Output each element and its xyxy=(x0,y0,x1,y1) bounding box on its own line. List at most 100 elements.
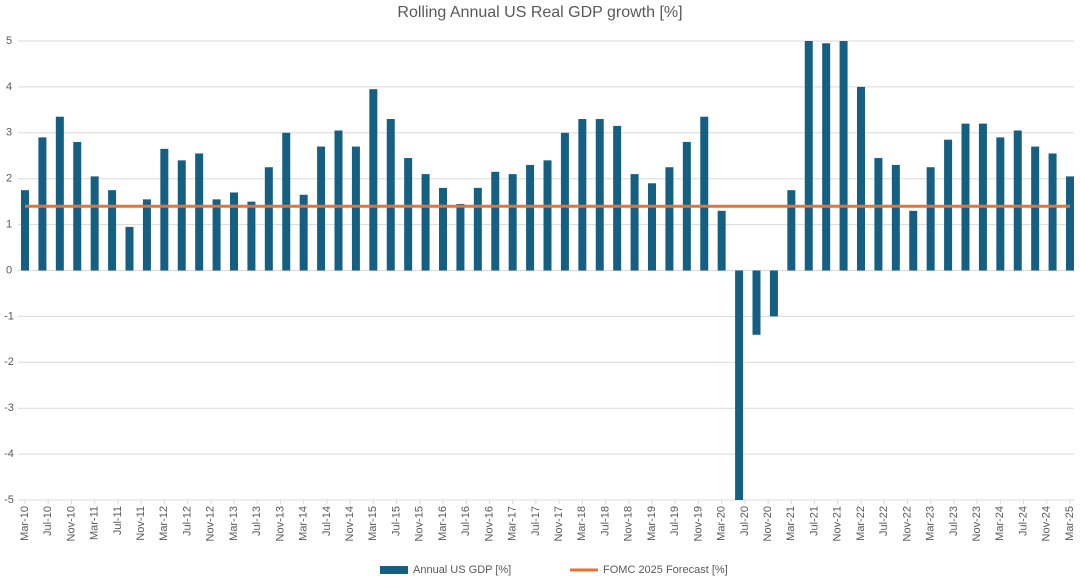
y-tick-label: -2 xyxy=(4,356,14,368)
x-tick-label: Mar-14 xyxy=(298,506,310,541)
x-tick-label: Mar-22 xyxy=(855,506,867,541)
bar xyxy=(787,190,796,271)
x-tick-label: Mar-20 xyxy=(716,506,728,541)
x-tick-label: Jul-11 xyxy=(112,506,124,535)
bar xyxy=(735,270,744,500)
bar xyxy=(264,167,273,271)
bar xyxy=(317,146,326,271)
x-tick-label: Mar-21 xyxy=(785,506,797,541)
y-tick-label: -4 xyxy=(4,448,14,460)
y-tick-label: 0 xyxy=(6,264,12,276)
x-tick-label: Mar-15 xyxy=(367,506,379,541)
bar xyxy=(804,41,813,271)
x-tick-label: Mar-25 xyxy=(1064,506,1076,541)
bar xyxy=(1013,130,1022,271)
bar xyxy=(177,160,186,271)
bar xyxy=(90,176,99,271)
x-tick-label: Mar-16 xyxy=(437,506,449,541)
x-tick-label: Jul-17 xyxy=(530,506,542,536)
bar xyxy=(665,167,674,271)
bar xyxy=(578,119,587,271)
x-tick-label: Jul-16 xyxy=(460,506,472,536)
x-tick-label: Jul-13 xyxy=(251,506,263,536)
y-tick-label: -1 xyxy=(4,310,14,322)
x-tick-label: Jul-14 xyxy=(321,506,333,536)
bar xyxy=(21,190,29,271)
bar xyxy=(630,174,639,271)
bar xyxy=(491,171,500,271)
legend-label: FOMC 2025 Forecast [%] xyxy=(603,564,728,576)
y-tick-label: 5 xyxy=(6,35,12,47)
x-tick-label: Mar-24 xyxy=(994,506,1006,541)
x-tick-label: Jul-22 xyxy=(878,506,890,536)
bar xyxy=(334,130,343,271)
bar xyxy=(508,174,517,271)
y-tick-label: 2 xyxy=(6,173,12,185)
x-tick-label: Nov-10 xyxy=(65,506,77,541)
x-tick-label: Nov-14 xyxy=(344,506,356,541)
x-tick-label: Nov-11 xyxy=(135,506,147,541)
x-tick-label: Nov-19 xyxy=(692,506,704,541)
x-tick-label: Jul-12 xyxy=(181,506,193,536)
bar xyxy=(282,132,291,271)
bar xyxy=(857,86,865,271)
x-tick-label: Jul-20 xyxy=(739,506,751,536)
bar xyxy=(909,210,918,271)
bar xyxy=(473,187,482,271)
bar xyxy=(613,125,622,271)
x-tick-label: Nov-17 xyxy=(553,506,565,541)
bar xyxy=(560,132,569,271)
bar xyxy=(369,89,378,271)
x-tick-label: Nov-24 xyxy=(1041,506,1053,541)
bar xyxy=(38,137,47,271)
bar xyxy=(404,158,413,271)
bar xyxy=(55,116,64,271)
bar xyxy=(1048,153,1057,271)
bar xyxy=(195,153,204,271)
y-tick-label: -3 xyxy=(4,402,14,414)
bar xyxy=(421,174,430,271)
x-tick-label: Nov-16 xyxy=(483,506,495,541)
chart-title: Rolling Annual US Real GDP growth [%] xyxy=(397,4,682,21)
bar xyxy=(543,160,552,271)
bar xyxy=(299,194,308,271)
bar xyxy=(752,270,761,335)
x-tick-label: Nov-20 xyxy=(762,506,774,541)
bar xyxy=(456,203,465,271)
bar xyxy=(595,119,604,271)
x-tick-label: Nov-15 xyxy=(414,506,426,541)
x-tick-label: Mar-13 xyxy=(228,506,240,541)
x-tick-label: Mar-11 xyxy=(89,506,101,540)
bar xyxy=(700,116,709,271)
bar xyxy=(961,123,970,271)
x-tick-label: Nov-13 xyxy=(274,506,286,541)
x-tick-label: Jul-19 xyxy=(669,506,681,536)
bar xyxy=(351,146,360,271)
bar xyxy=(648,183,656,271)
bar xyxy=(874,158,883,271)
x-tick-label: Nov-22 xyxy=(901,506,913,541)
x-tick-label: Mar-23 xyxy=(925,506,937,541)
bar xyxy=(891,164,900,271)
y-tick-label: 1 xyxy=(6,219,12,231)
x-tick-label: Jul-18 xyxy=(599,506,611,536)
bar xyxy=(230,192,238,271)
bar xyxy=(1031,146,1040,271)
bar xyxy=(926,167,935,271)
legend-label: Annual US GDP [%] xyxy=(413,564,511,576)
x-tick-label: Jul-23 xyxy=(948,506,960,536)
bar xyxy=(996,137,1005,271)
bar xyxy=(108,190,117,271)
x-tick-label: Mar-10 xyxy=(19,506,31,541)
legend-swatch xyxy=(380,566,408,574)
bar xyxy=(717,210,726,271)
bar xyxy=(386,119,395,271)
x-tick-label: Jul-24 xyxy=(1017,506,1029,536)
bar xyxy=(526,164,535,271)
y-tick-label: 3 xyxy=(6,127,12,139)
y-tick-label: 4 xyxy=(6,81,12,93)
bar xyxy=(822,43,831,271)
x-tick-label: Mar-17 xyxy=(507,506,519,541)
